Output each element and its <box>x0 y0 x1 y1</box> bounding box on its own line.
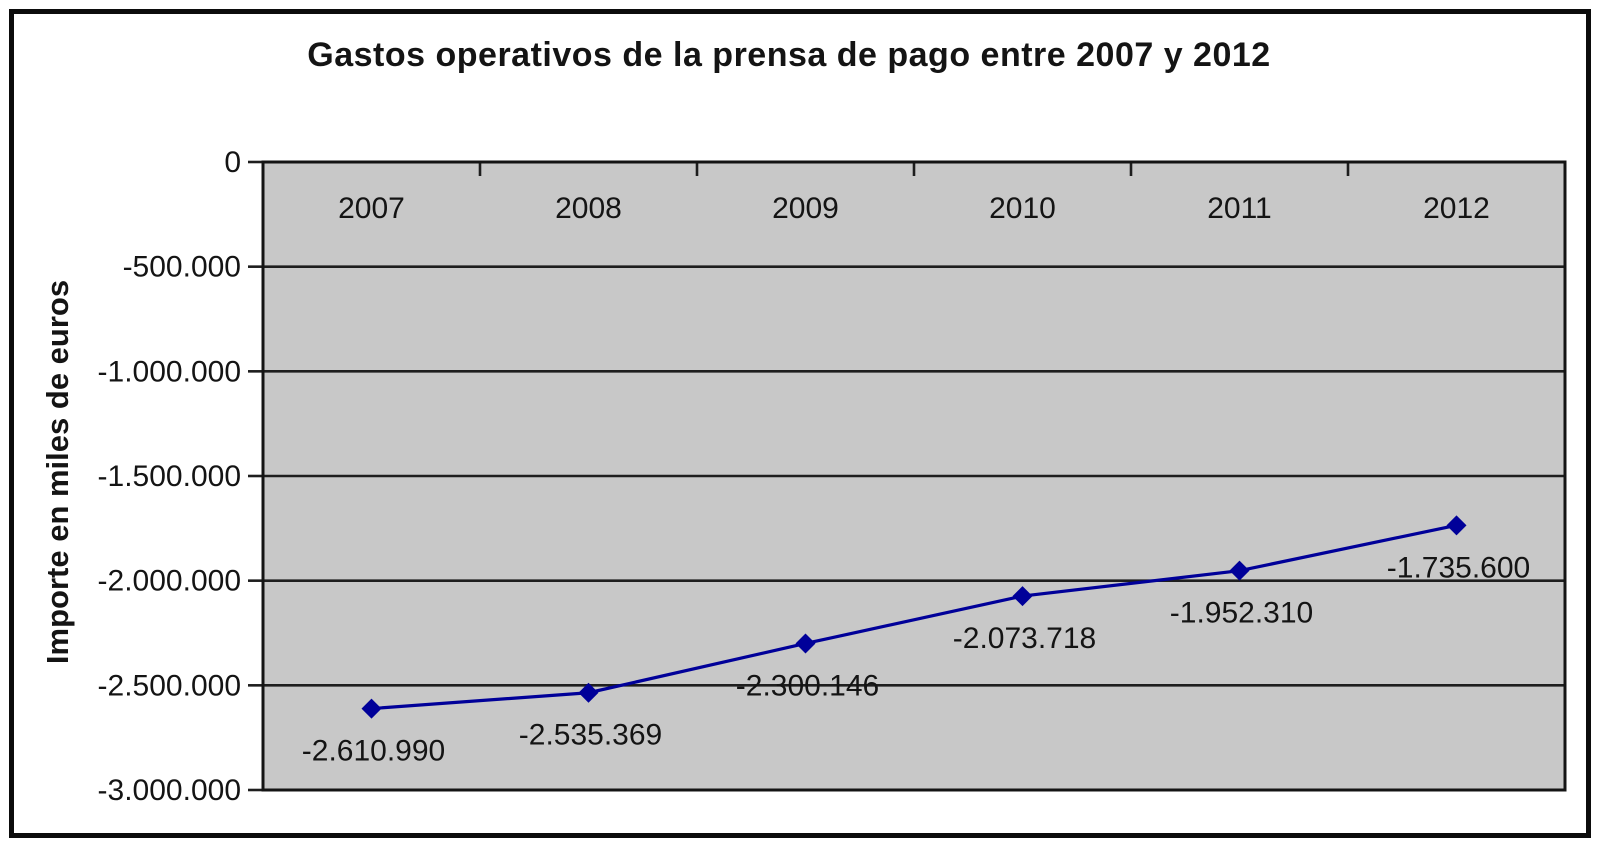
data-point-label: -2.073.718 <box>953 622 1096 655</box>
x-tick-label: 2008 <box>555 192 622 225</box>
y-tick-label: -3.000.000 <box>98 774 241 807</box>
y-tick-label: -1.000.000 <box>98 355 241 388</box>
data-point-marker <box>361 698 382 719</box>
data-point-marker <box>795 633 816 654</box>
y-tick-label: -1.500.000 <box>98 460 241 493</box>
data-point-marker <box>1446 515 1467 536</box>
data-point-label: -1.735.600 <box>1387 551 1530 584</box>
x-tick-label: 2012 <box>1423 192 1490 225</box>
data-point-marker <box>1229 560 1250 581</box>
data-line <box>371 523 1457 711</box>
data-point-label: -2.610.990 <box>302 735 445 768</box>
y-tick-label: 0 <box>224 146 241 179</box>
y-tick-label: -2.500.000 <box>98 669 241 702</box>
x-tick-label: 2009 <box>772 192 839 225</box>
data-point-marker <box>578 682 599 703</box>
data-point-label: -2.535.369 <box>519 719 662 752</box>
y-tick-label: -500.000 <box>123 251 241 284</box>
x-tick-label: 2007 <box>338 192 405 225</box>
chart-title: Gastos operativos de la prensa de pago e… <box>307 36 1271 74</box>
x-tick-label: 2010 <box>989 192 1056 225</box>
data-point-label: -2.300.146 <box>736 669 879 702</box>
data-point-marker <box>1012 586 1033 607</box>
x-tick-label: 2011 <box>1207 192 1272 225</box>
y-tick-label: -2.000.000 <box>98 565 241 598</box>
data-point-label: -1.952.310 <box>1170 597 1313 630</box>
plot-border <box>261 160 1567 792</box>
